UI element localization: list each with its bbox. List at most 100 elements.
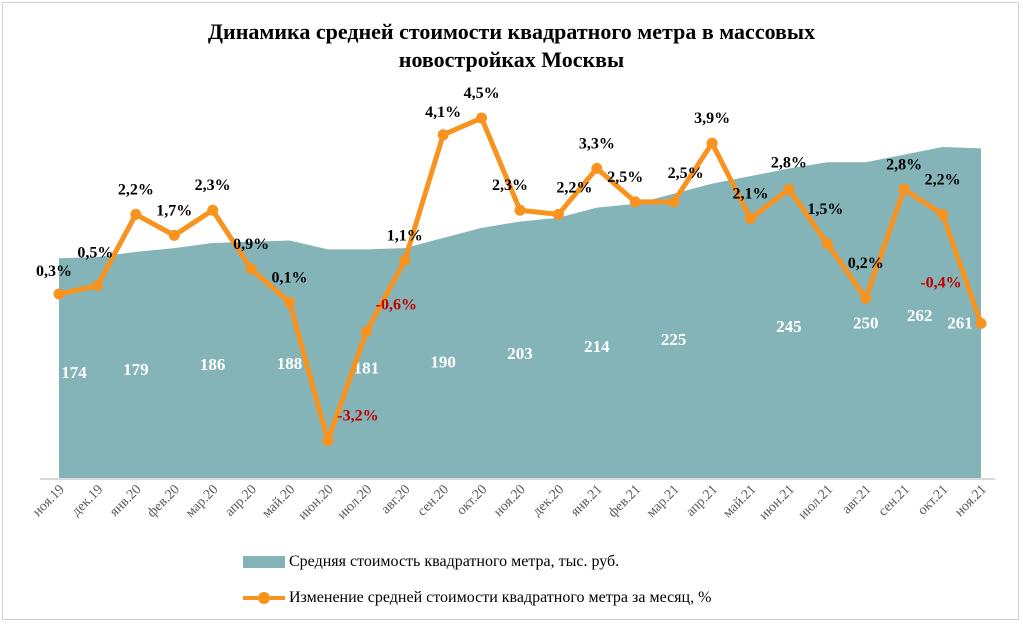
- x-tick-label: июл.21: [796, 482, 836, 522]
- x-tick-label: май.20: [259, 482, 298, 521]
- line-data-label: 2,5%: [607, 169, 643, 186]
- area-data-label: 174: [61, 363, 87, 382]
- x-tick-label: мар.21: [644, 482, 683, 521]
- line-data-label: -3,2%: [337, 408, 378, 425]
- area-data-label: 179: [123, 360, 149, 379]
- line-data-label: 2,5%: [668, 165, 704, 182]
- line-data-label: 2,8%: [886, 156, 922, 173]
- line-data-label: 0,9%: [233, 236, 269, 253]
- legend-swatch-area: [243, 556, 285, 568]
- line-data-label: 3,3%: [579, 135, 615, 152]
- area-data-label: 181: [354, 358, 380, 377]
- line-point: [207, 204, 219, 216]
- x-tick-label: мар.20: [183, 482, 222, 521]
- area-data-label: 203: [507, 344, 533, 363]
- x-tick-label: сен.20: [415, 482, 452, 519]
- x-tick-label: окт.20: [454, 482, 490, 518]
- area-data-label: 262: [907, 306, 933, 325]
- legend-item-area: Средняя стоимость квадратного метра, тыс…: [243, 553, 619, 571]
- line-point: [360, 326, 372, 338]
- line-data-label: 1,7%: [156, 202, 192, 219]
- line-point: [399, 255, 411, 267]
- line-point: [821, 238, 833, 250]
- line-point: [975, 317, 987, 329]
- line-point: [591, 162, 603, 174]
- area-series: [59, 147, 981, 479]
- line-data-label: 2,2%: [925, 171, 961, 188]
- area-data-label: 190: [430, 353, 456, 372]
- line-point: [245, 263, 257, 275]
- x-tick-label: ноя.21: [952, 482, 990, 520]
- line-point: [783, 183, 795, 195]
- line-point: [168, 229, 180, 241]
- line-point: [552, 208, 564, 220]
- line-point: [53, 288, 65, 300]
- line-point: [476, 112, 488, 124]
- x-tick-label: июн.21: [757, 482, 798, 523]
- line-data-label: 0,2%: [848, 255, 884, 272]
- line-data-label: 0,5%: [77, 245, 113, 262]
- x-tick-label: фев.20: [145, 482, 183, 520]
- area-data-label: 245: [776, 317, 802, 336]
- area-data-label: 214: [584, 337, 610, 356]
- title-line-2: новостройках Москвы: [398, 47, 625, 72]
- area-data-label: 261: [947, 313, 973, 332]
- line-data-label: 1,1%: [387, 228, 423, 245]
- line-point: [668, 196, 680, 208]
- x-tick-label: окт.21: [915, 482, 951, 518]
- line-point: [898, 183, 910, 195]
- line-point: [860, 292, 872, 304]
- line-point: [745, 213, 756, 225]
- legend-item-line: Изменение средней стоимости квадратного …: [243, 589, 711, 607]
- line-data-label: 2,2%: [556, 179, 592, 196]
- line-point: [514, 204, 526, 216]
- x-tick-label: апр.21: [683, 482, 720, 519]
- line-point: [937, 208, 949, 220]
- line-point: [130, 208, 142, 220]
- line-point: [706, 137, 718, 149]
- line-point: [322, 435, 334, 447]
- area-data-label: 225: [661, 330, 687, 349]
- line-data-label: 4,1%: [425, 104, 461, 121]
- line-data-label: 4,5%: [464, 85, 500, 102]
- legend-label-area: Средняя стоимость квадратного метра, тыс…: [289, 553, 620, 570]
- x-tick-label: май.21: [720, 482, 759, 521]
- line-data-label: 2,1%: [733, 186, 769, 203]
- chart-title: Динамика средней стоимости квадратного м…: [0, 18, 1023, 74]
- line-point: [91, 280, 103, 292]
- x-tick-label: фев.21: [606, 482, 644, 520]
- line-data-label: 2,3%: [492, 177, 528, 194]
- x-tick-label: дек.19: [69, 482, 106, 519]
- line-data-label: 0,3%: [36, 263, 72, 280]
- x-tick-label: янв.20: [107, 482, 145, 520]
- x-tick-label: сен.21: [876, 482, 913, 519]
- line-data-label: 3,9%: [694, 110, 730, 127]
- line-data-label: -0,6%: [376, 297, 417, 314]
- x-tick-label: июл.20: [335, 482, 375, 522]
- line-point: [629, 196, 641, 208]
- x-tick-label: авг.20: [379, 482, 414, 517]
- area-data-label: 188: [277, 354, 303, 373]
- title-line-1: Динамика средней стоимости квадратного м…: [207, 19, 816, 44]
- line-data-label: -0,4%: [920, 274, 961, 291]
- x-tick-label: авг.21: [840, 482, 875, 517]
- x-tick-label: ноя.19: [30, 482, 68, 520]
- area-data-label: 250: [853, 314, 879, 333]
- line-data-label: 2,3%: [195, 177, 231, 194]
- line-point: [437, 129, 449, 141]
- x-tick-label: ноя.20: [491, 482, 529, 520]
- line-data-label: 1,5%: [807, 201, 843, 218]
- line-data-label: 0,1%: [272, 269, 308, 286]
- area-data-label: 186: [200, 355, 226, 374]
- legend-swatch-line: [243, 592, 285, 604]
- x-tick-label: апр.20: [222, 482, 259, 519]
- line-data-label: 2,8%: [771, 154, 807, 171]
- legend-label-line: Изменение средней стоимости квадратного …: [289, 589, 712, 606]
- line-data-label: 2,2%: [118, 181, 154, 198]
- line-point: [284, 296, 295, 308]
- x-tick-label: июн.20: [296, 482, 337, 523]
- x-tick-label: дек.20: [530, 482, 567, 519]
- x-tick-label: янв.21: [568, 482, 606, 520]
